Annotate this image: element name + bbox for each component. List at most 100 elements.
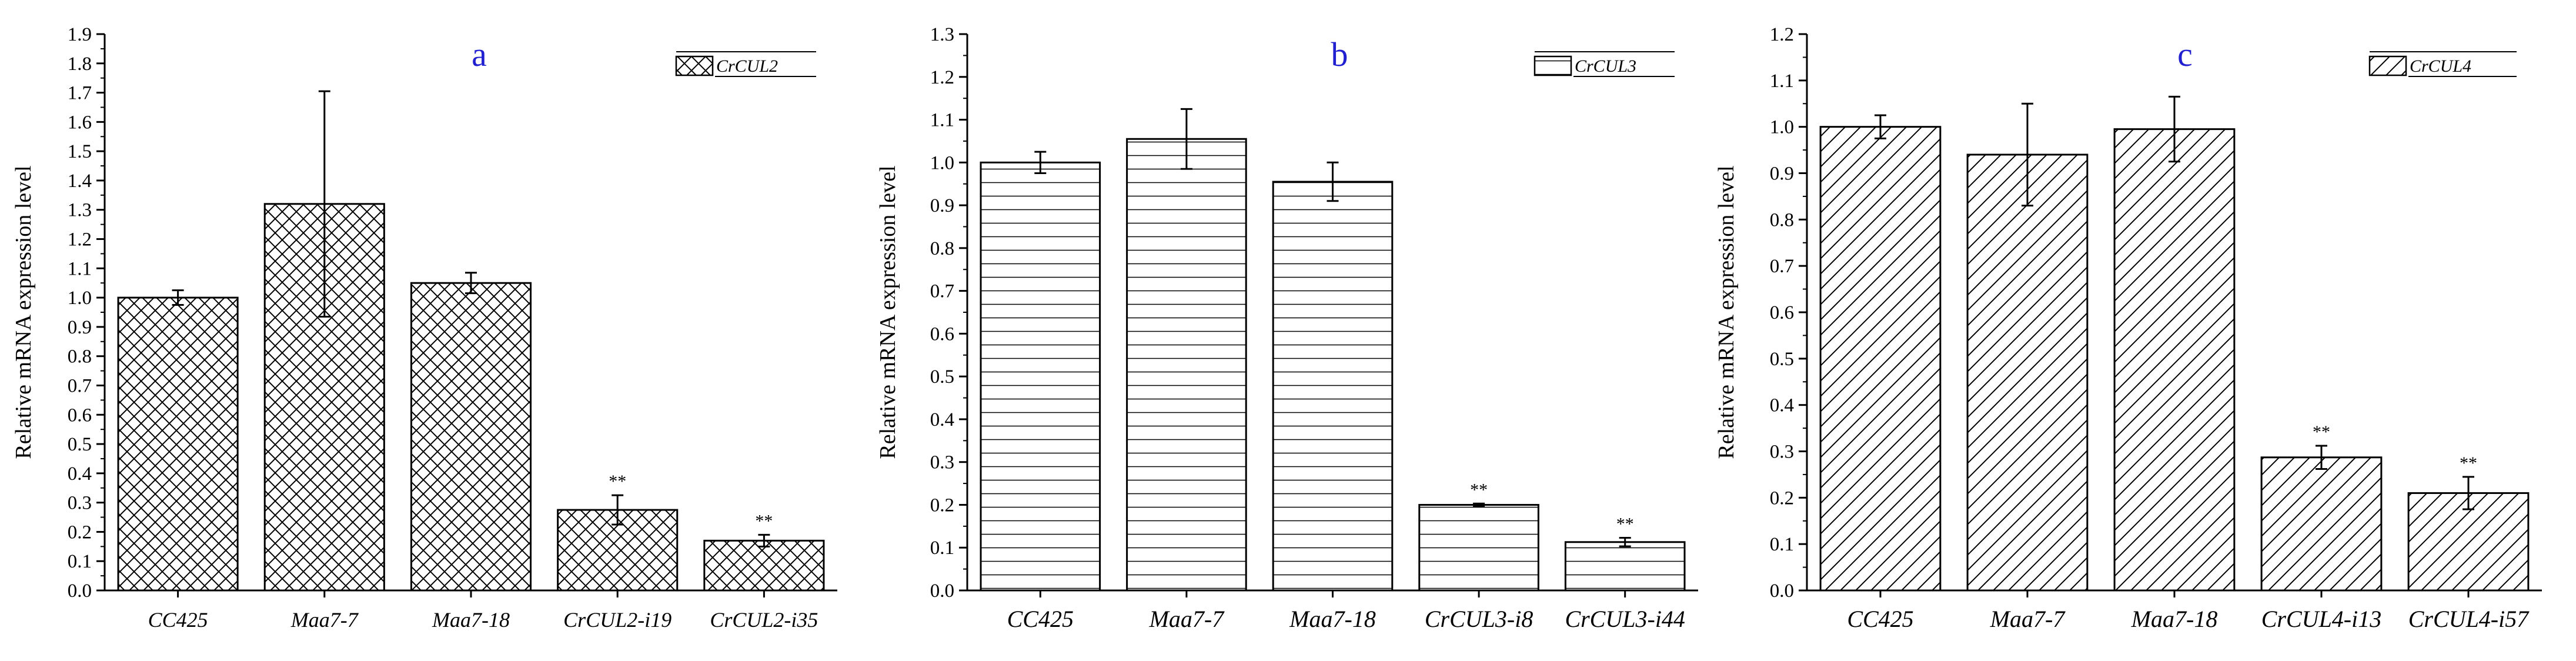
y-tick-label: 1.6 xyxy=(68,112,92,133)
x-tick-label: Maa7-7 xyxy=(1149,606,1225,632)
y-tick-label: 0.3 xyxy=(68,493,92,514)
error-bar xyxy=(318,90,330,318)
y-tick-label: 1.4 xyxy=(68,171,92,192)
x-tick-label: Maa7-18 xyxy=(1289,606,1376,632)
error-bar xyxy=(758,533,770,548)
significance-marker: ** xyxy=(1616,514,1634,533)
y-tick-label: 0.4 xyxy=(1770,395,1794,416)
y-tick-label: 0.9 xyxy=(1770,163,1794,185)
panel-c: ** ** 0.0 0.1 0.2 0.3 0.4 0.5 0.6 0.7 0.8 0.9 1.0 1.1… xyxy=(1714,24,2542,632)
error-bar xyxy=(2316,445,2327,470)
y-tick-label: 0.9 xyxy=(930,195,954,216)
y-tick-label: 1.3 xyxy=(930,24,954,45)
y-tick-label: 0.8 xyxy=(68,346,92,368)
significance-marker: ** xyxy=(755,511,773,530)
legend-label: CrCUL4 xyxy=(2410,56,2471,76)
y-tick-label: 1.3 xyxy=(68,200,92,221)
x-tick-label: Maa7-7 xyxy=(290,608,359,632)
panel-label: c xyxy=(2177,35,2193,74)
legend-label: CrCUL2 xyxy=(716,56,778,76)
legend-label: CrCUL3 xyxy=(1575,56,1636,76)
error-bar xyxy=(1875,114,1886,139)
bar-cc425 xyxy=(1819,126,1942,592)
y-tick-label: 0.6 xyxy=(68,405,92,426)
y-tick-label: 0.7 xyxy=(1770,256,1794,277)
y-tick-label: 0.8 xyxy=(930,238,954,259)
y-tick-label: 1.2 xyxy=(68,229,92,251)
significance-marker: ** xyxy=(2460,453,2477,473)
y-tick-label: 0.0 xyxy=(68,580,92,602)
x-tick-label: CrCUL2-i19 xyxy=(563,608,671,632)
x-tick-label: CrCUL3-i8 xyxy=(1425,606,1533,632)
y-tick-label: 1.0 xyxy=(1770,117,1794,138)
bar-cc425 xyxy=(980,161,1101,592)
error-bar xyxy=(1034,151,1047,174)
x-tick-label: CrCUL3-i44 xyxy=(1565,606,1685,632)
bar-maa7-18 xyxy=(2113,128,2236,592)
error-bar xyxy=(1473,502,1485,508)
y-axis-label: Relative mRNA expression level xyxy=(11,165,36,459)
y-tick-label: 0.2 xyxy=(68,522,92,543)
y-tick-label: 0.1 xyxy=(930,538,954,559)
y-tick-label: 1.8 xyxy=(68,54,92,75)
y-tick-label: 0.6 xyxy=(930,323,954,345)
bar-maa7-7 xyxy=(1126,138,1247,592)
legend-swatch xyxy=(675,55,714,76)
y-tick-label: 0.3 xyxy=(930,452,954,473)
y-tick-label: 1.2 xyxy=(930,67,954,88)
y-tick-label: 1.7 xyxy=(68,83,92,104)
x-tick-label: CrCUL4-i57 xyxy=(2408,606,2530,632)
significance-marker: ** xyxy=(609,472,626,491)
error-bar xyxy=(2022,102,2033,207)
y-tick-label: 1.1 xyxy=(1770,71,1794,92)
y-tick-label: 0.7 xyxy=(68,375,92,396)
y-tick-label: 1.1 xyxy=(68,258,92,279)
y-tick-label: 0.2 xyxy=(1770,488,1794,509)
error-bar xyxy=(2169,95,2180,163)
bar-crcul2-i35 xyxy=(703,539,825,592)
legend: CrCUL2 xyxy=(675,51,816,77)
y-tick-label: 1.2 xyxy=(1770,24,1794,45)
bar-crcul3-i8 xyxy=(1418,503,1539,592)
y-tick-label: 0.1 xyxy=(68,551,92,572)
significance-marker: ** xyxy=(2313,422,2330,442)
x-tick-label: Maa7-18 xyxy=(432,608,510,632)
y-axis-label: Relative mRNA expression level xyxy=(876,165,900,459)
error-bar xyxy=(2463,476,2474,510)
y-tick-label: 0.0 xyxy=(930,580,954,602)
legend-swatch xyxy=(2368,55,2407,76)
bar-crcul4-i13 xyxy=(2260,456,2383,592)
y-tick-label: 0.6 xyxy=(1770,302,1794,323)
bar-cc425 xyxy=(117,296,239,592)
bar-maa7-7 xyxy=(1966,153,2089,592)
y-tick-label: 0.3 xyxy=(1770,442,1794,463)
y-tick-label: 0.5 xyxy=(1770,349,1794,370)
legend: CrCUL4 xyxy=(2368,51,2517,77)
y-tick-label: 0.9 xyxy=(68,317,92,338)
y-tick-label: 1.0 xyxy=(930,152,954,173)
error-bar xyxy=(465,272,477,295)
error-bar xyxy=(172,289,184,306)
error-bar xyxy=(1180,108,1192,170)
y-tick-label: 0.4 xyxy=(68,463,92,485)
y-tick-label: 0.0 xyxy=(1770,580,1794,602)
panel-b: ** ** 0.0 0.1 0.2 0.3 0.4 0.5 0.6 0.7 0.8 0.9 1.0 1.1… xyxy=(876,24,1698,632)
x-tick-label: CC425 xyxy=(1847,606,1913,632)
x-tick-label: CC425 xyxy=(148,608,208,632)
error-bar xyxy=(1327,161,1339,202)
y-tick-label: 0.5 xyxy=(68,434,92,455)
error-bar xyxy=(1619,536,1631,548)
panel-label: a xyxy=(472,35,487,74)
x-tick-label: CrCUL4-i13 xyxy=(2261,606,2382,632)
y-tick-label: 1.9 xyxy=(68,24,92,45)
x-tick-label: CC425 xyxy=(1007,606,1074,632)
y-tick-label: 0.8 xyxy=(1770,209,1794,231)
x-tick-label: CrCUL2-i35 xyxy=(710,608,818,632)
y-tick-label: 1.5 xyxy=(68,141,92,162)
panel-label: b xyxy=(1331,35,1348,74)
y-tick-label: 0.1 xyxy=(1770,534,1794,555)
y-axis-label: Relative mRNA expression level xyxy=(1714,165,1739,459)
bar-maa7-18 xyxy=(410,282,532,592)
legend: CrCUL3 xyxy=(1533,51,1675,77)
